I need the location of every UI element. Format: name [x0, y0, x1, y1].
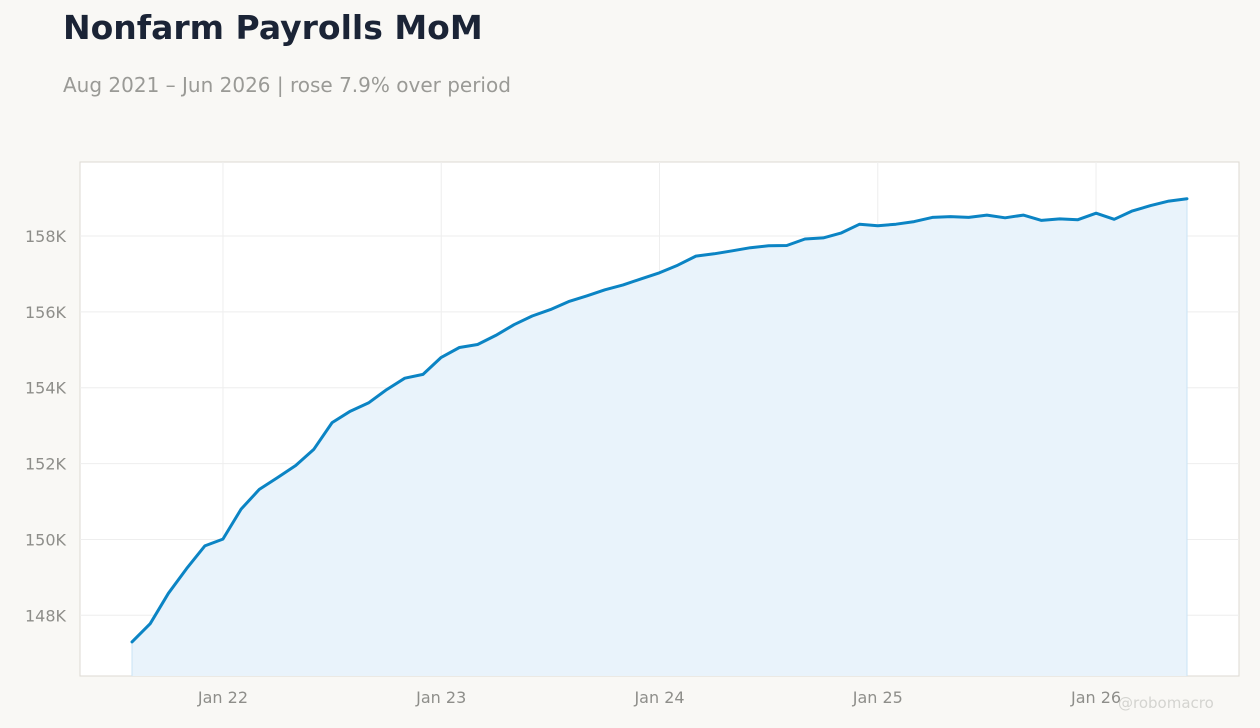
x-tick-label: Jan 26	[1070, 688, 1121, 707]
y-tick-label: 150K	[25, 530, 67, 549]
chart-title: Nonfarm Payrolls MoM	[63, 8, 483, 47]
y-tick-label: 148K	[25, 606, 67, 625]
y-tick-label: 156K	[25, 303, 67, 322]
x-tick-label: Jan 25	[852, 688, 903, 707]
y-tick-label: 158K	[25, 227, 67, 246]
chart-subtitle: Aug 2021 – Jun 2026 | rose 7.9% over per…	[63, 73, 511, 97]
y-tick-label: 154K	[25, 379, 67, 398]
y-tick-label: 152K	[25, 455, 67, 474]
x-axis: Jan 22 Jan 23 Jan 24 Jan 25 Jan 26	[197, 688, 1121, 707]
watermark: @robomacro	[1118, 694, 1214, 712]
series-line	[130, 197, 1189, 644]
x-tick-label: Jan 23	[415, 688, 466, 707]
x-tick-label: Jan 24	[633, 688, 684, 707]
y-axis: 148K 150K 152K 154K 156K 158K	[25, 227, 67, 625]
x-tick-label: Jan 22	[197, 688, 248, 707]
area-fill	[132, 198, 1187, 677]
